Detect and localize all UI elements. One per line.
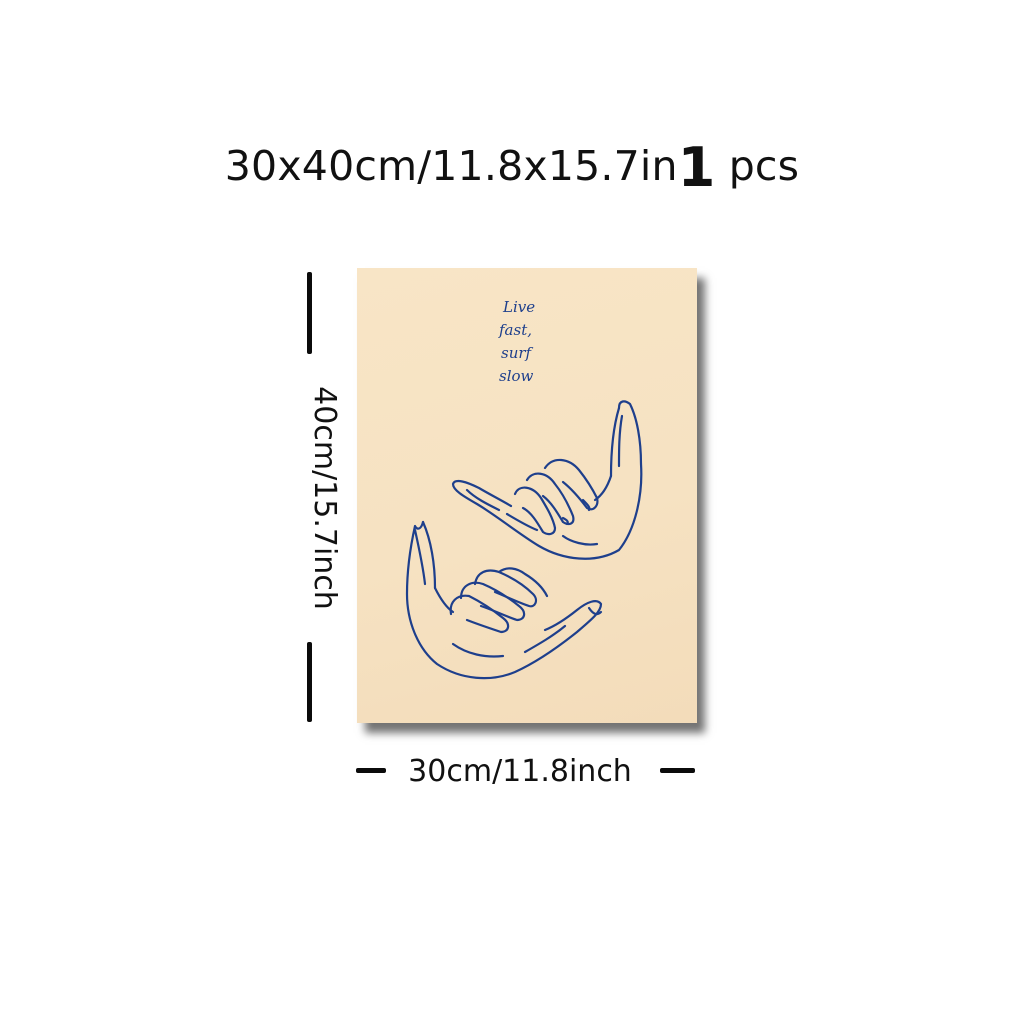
shaka-hands-illustration	[405, 400, 643, 680]
poster-canvas: Live fast, surf slow	[357, 268, 697, 723]
width-dimension-label: 30cm/11.8inch	[408, 754, 632, 789]
shaka-hand-lower	[405, 520, 603, 680]
height-dimension-label: 40cm/15.7inch	[307, 386, 342, 610]
size-text: 30x40cm/11.8x15.7in	[224, 142, 678, 190]
quote-line: fast,	[499, 321, 532, 339]
width-bar-right	[660, 768, 695, 773]
quote-line: surf	[501, 344, 532, 362]
quantity-number: 1	[677, 136, 716, 199]
quote-line: Live	[503, 298, 536, 316]
width-bar-left	[356, 768, 386, 773]
size-headline: 30x40cm/11.8x15.7in1 pcs	[0, 138, 1024, 196]
poster-quote: Live fast, surf slow	[493, 296, 573, 388]
quote-line: slow	[499, 367, 534, 385]
quantity-unit: pcs	[728, 142, 800, 190]
height-bar-top	[307, 272, 312, 354]
height-bar-bottom	[307, 642, 312, 722]
shaka-hand-upper	[451, 400, 643, 560]
